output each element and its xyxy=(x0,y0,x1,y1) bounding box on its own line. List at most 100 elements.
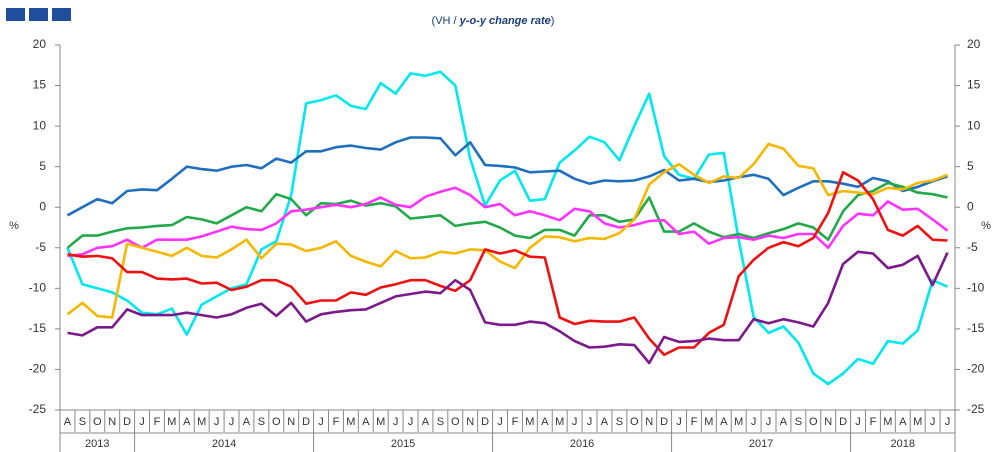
x-tick-label: F xyxy=(512,416,519,428)
series-line xyxy=(66,181,948,249)
x-tick-label: O xyxy=(809,416,818,428)
x-tick-label: J xyxy=(497,416,503,428)
x-tick-label: A xyxy=(541,416,549,428)
x-tick-label: S xyxy=(437,416,444,428)
x-tick-label: J xyxy=(139,416,145,428)
title-part: ) xyxy=(551,15,555,27)
x-tick-label: D xyxy=(660,416,668,428)
x-tick-label: O xyxy=(451,416,460,428)
x-tick-label: A xyxy=(183,416,191,428)
x-tick-label: J xyxy=(408,416,414,428)
x-tick-label: J xyxy=(318,416,324,428)
logo-block xyxy=(29,8,48,21)
x-tick-label: J xyxy=(393,416,399,428)
y-tick-label: 20 xyxy=(33,37,47,51)
x-tick-label: A xyxy=(422,416,430,428)
x-tick-label: F xyxy=(333,416,340,428)
x-tick-label: S xyxy=(795,416,802,428)
chart-title: (VH / y-o-y change rate) xyxy=(432,15,555,27)
x-tick-label: M xyxy=(555,416,564,428)
year-label: 2017 xyxy=(749,438,773,450)
y-tick-label: -20 xyxy=(29,362,47,376)
x-tick-label: F xyxy=(691,416,698,428)
x-tick-label: M xyxy=(704,416,713,428)
x-tick-label: O xyxy=(630,416,639,428)
x-tick-label: N xyxy=(824,416,832,428)
title-part: (VH / xyxy=(432,15,460,27)
x-tick-label: M xyxy=(913,416,922,428)
y-tick-label: -15 xyxy=(29,321,47,335)
x-tick-label: D xyxy=(481,416,489,428)
x-tick-label: N xyxy=(108,416,116,428)
x-tick-label: S xyxy=(79,416,86,428)
x-tick-label: A xyxy=(243,416,251,428)
x-tick-label: S xyxy=(258,416,265,428)
x-tick-label: J xyxy=(766,416,772,428)
x-tick-label: A xyxy=(64,416,72,428)
year-label: 2018 xyxy=(891,438,915,450)
x-tick-label: A xyxy=(362,416,370,428)
y2-tick-label: -20 xyxy=(967,362,985,376)
y-axis-label: % xyxy=(9,220,19,232)
y2-tick-label: 5 xyxy=(967,159,974,173)
series-line xyxy=(67,171,948,357)
y-tick-label: -25 xyxy=(29,402,47,416)
x-tick-label: N xyxy=(645,416,653,428)
year-label: 2015 xyxy=(391,438,415,450)
year-label: 2016 xyxy=(570,438,594,450)
x-tick-label: D xyxy=(839,416,847,428)
y2-tick-label: -15 xyxy=(967,321,985,335)
y-tick-label: 15 xyxy=(33,78,47,92)
x-tick-label: S xyxy=(616,416,623,428)
x-tick-label: M xyxy=(525,416,534,428)
y2-axis-label: % xyxy=(981,220,991,232)
y-tick-label: -5 xyxy=(35,240,46,254)
logo-block xyxy=(6,8,25,21)
y-tick-label: 5 xyxy=(39,159,46,173)
x-tick-label: A xyxy=(601,416,609,428)
y-tick-label: 0 xyxy=(39,199,46,213)
x-tick-label: J xyxy=(930,416,936,428)
y2-tick-label: -10 xyxy=(967,281,985,295)
y2-tick-label: 10 xyxy=(967,118,981,132)
x-tick-label: A xyxy=(899,416,907,428)
x-tick-label: O xyxy=(272,416,281,428)
x-tick-label: J xyxy=(229,416,235,428)
y2-tick-label: 0 xyxy=(967,199,974,213)
series-line xyxy=(67,186,949,258)
logo-block xyxy=(52,8,71,21)
x-tick-label: F xyxy=(870,416,877,428)
series-line xyxy=(66,136,948,217)
x-tick-label: M xyxy=(346,416,355,428)
x-tick-label: F xyxy=(154,416,161,428)
y2-tick-label: -25 xyxy=(967,402,985,416)
y2-tick-label: 20 xyxy=(967,37,981,51)
y-tick-label: 10 xyxy=(33,118,47,132)
x-tick-label: M xyxy=(197,416,206,428)
x-tick-label: J xyxy=(587,416,593,428)
year-label: 2014 xyxy=(212,438,236,450)
x-tick-label: J xyxy=(572,416,578,428)
x-tick-label: M xyxy=(376,416,385,428)
x-tick-label: D xyxy=(302,416,310,428)
y2-tick-label: -5 xyxy=(967,240,978,254)
x-tick-label: O xyxy=(93,416,102,428)
x-tick-label: J xyxy=(855,416,861,428)
x-tick-label: J xyxy=(751,416,757,428)
series-line xyxy=(66,70,949,386)
x-tick-label: J xyxy=(214,416,220,428)
x-tick-label: N xyxy=(287,416,295,428)
x-tick-label: D xyxy=(123,416,131,428)
series-line xyxy=(67,250,949,365)
x-tick-label: M xyxy=(167,416,176,428)
y2-tick-label: 15 xyxy=(967,78,981,92)
x-tick-label: N xyxy=(466,416,474,428)
x-tick-label: A xyxy=(720,416,728,428)
x-tick-label: M xyxy=(734,416,743,428)
title-part: y-o-y change rate xyxy=(459,15,551,27)
x-tick-label: J xyxy=(945,416,951,428)
y-tick-label: -10 xyxy=(29,281,47,295)
series-line xyxy=(66,142,948,319)
x-tick-label: A xyxy=(780,416,788,428)
